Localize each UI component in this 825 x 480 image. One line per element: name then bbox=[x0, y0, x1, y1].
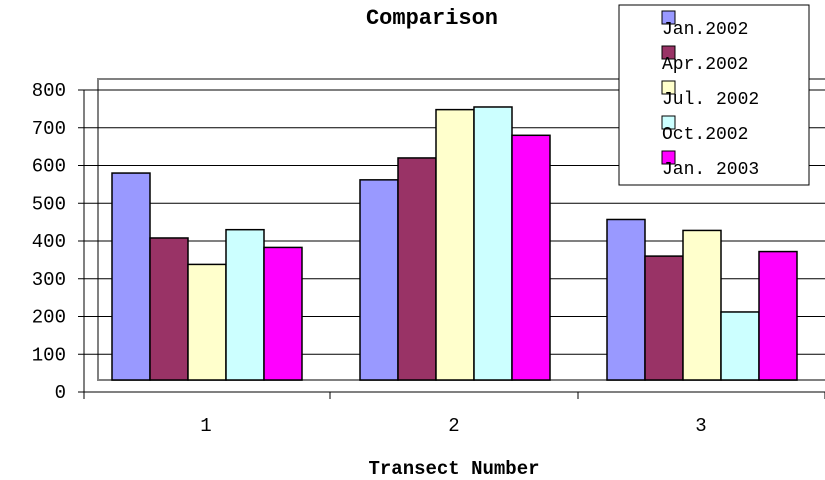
y-tick-label: 100 bbox=[32, 344, 66, 366]
bar bbox=[473, 106, 513, 381]
bar bbox=[682, 229, 722, 381]
bar bbox=[435, 108, 475, 381]
legend-swatch bbox=[661, 115, 676, 130]
y-tick-label: 500 bbox=[32, 193, 66, 215]
legend-label: Jan.2002 bbox=[662, 20, 748, 40]
bar bbox=[720, 311, 760, 381]
y-tick-label: 700 bbox=[32, 118, 66, 140]
x-ticks: 1 2 3 bbox=[83, 392, 825, 437]
bar bbox=[758, 250, 798, 381]
bar bbox=[225, 228, 265, 381]
legend-label: Apr.2002 bbox=[662, 55, 748, 75]
bar bbox=[511, 134, 551, 381]
legend-label: Jan. 2003 bbox=[662, 160, 759, 180]
x-axis-title: Transect Number bbox=[368, 458, 539, 480]
legend: Jan.2002 Apr.2002 Jul. 2002 Oct.2002 Jan. 20… bbox=[618, 4, 810, 186]
legend-label: Oct.2002 bbox=[662, 125, 748, 145]
legend-box bbox=[618, 4, 810, 186]
y-tick-label: 200 bbox=[32, 307, 66, 329]
bar bbox=[397, 157, 437, 381]
x-tick-label: 1 bbox=[200, 415, 211, 437]
x-tick-label: 2 bbox=[448, 415, 459, 437]
legend-swatch bbox=[661, 80, 676, 95]
chart-title: Comparison bbox=[366, 6, 498, 31]
legend-swatch bbox=[661, 45, 676, 60]
y-tick-label: 800 bbox=[32, 80, 66, 102]
bar bbox=[149, 237, 189, 381]
bar bbox=[187, 263, 227, 381]
y-tick-label: 300 bbox=[32, 269, 66, 291]
bar bbox=[644, 255, 684, 381]
bar bbox=[111, 172, 151, 381]
x-tick-label: 3 bbox=[695, 415, 706, 437]
bar bbox=[606, 218, 646, 381]
y-tick-label: 400 bbox=[32, 231, 66, 253]
bar bbox=[359, 179, 399, 381]
bar bbox=[263, 246, 303, 381]
y-ticks: 0 100 200 300 400 500 600 700 800 bbox=[32, 80, 84, 404]
bars bbox=[111, 106, 798, 381]
legend-label: Jul. 2002 bbox=[662, 90, 759, 110]
y-tick-label: 600 bbox=[32, 156, 66, 178]
legend-swatch bbox=[661, 150, 676, 165]
y-tick-label: 0 bbox=[55, 382, 66, 404]
legend-swatch bbox=[661, 10, 676, 25]
